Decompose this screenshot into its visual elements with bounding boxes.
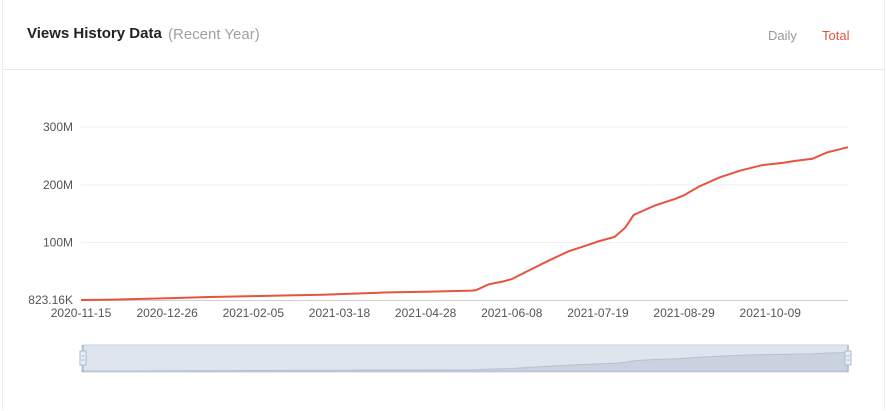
tab-total[interactable]: Total <box>822 28 850 43</box>
x-tick-label: 2020-11-15 <box>51 306 112 320</box>
card-header: Views History Data (Recent Year) Daily T… <box>3 0 884 70</box>
zoom-handle-left[interactable] <box>79 345 87 372</box>
y-tick-label: 100M <box>43 236 73 250</box>
card-title: Views History Data <box>27 25 162 42</box>
x-tick-label: 2021-02-05 <box>223 306 285 320</box>
zoom-preview-area <box>81 351 849 372</box>
x-tick-label: 2021-06-08 <box>481 306 543 320</box>
data-zoom-slider[interactable] <box>79 344 852 373</box>
y-tick-label: 200M <box>43 178 73 192</box>
x-tick-label: 2021-07-19 <box>567 306 629 320</box>
x-tick-label: 2021-04-28 <box>395 306 457 320</box>
grid-lines <box>81 126 848 244</box>
card-subtitle: (Recent Year) <box>168 26 260 43</box>
y-tick-label: 823.16K <box>28 293 73 307</box>
y-tick-label: 300M <box>43 120 73 134</box>
x-tick-labels: 2020-11-15 2020-12-26 2021-02-05 2021-03-18… <box>51 306 802 320</box>
x-tick-label: 2021-08-29 <box>653 306 715 320</box>
y-tick-labels: 823.16K 100M 200M 300M <box>28 120 73 307</box>
x-tick-label: 2021-10-09 <box>740 306 802 320</box>
series-line-total-views <box>80 146 849 301</box>
x-tick-label: 2021-03-18 <box>309 306 371 320</box>
zoom-handle-right[interactable] <box>844 345 852 372</box>
tab-daily[interactable]: Daily <box>768 28 797 43</box>
x-tick-label: 2020-12-26 <box>136 306 198 320</box>
